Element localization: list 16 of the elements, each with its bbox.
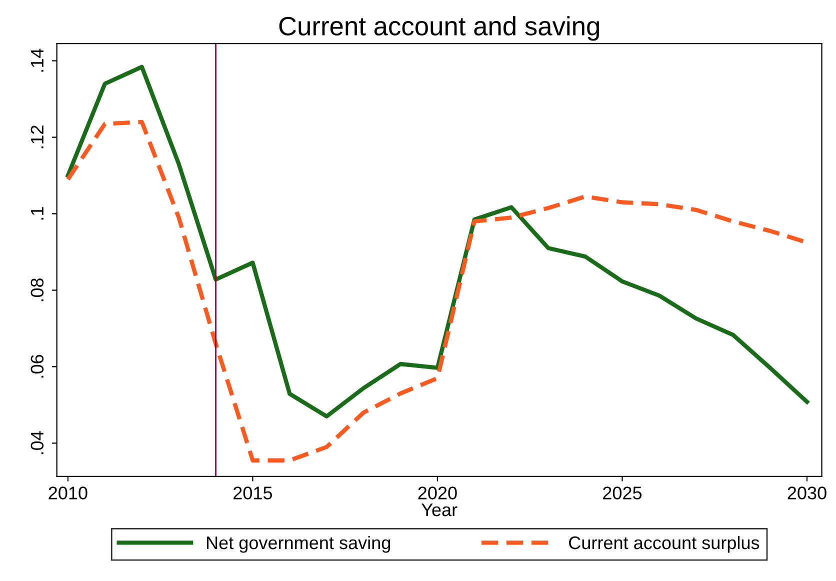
y-tick-label: .14 [30,48,44,72]
x-tick-label: 2015 [234,486,272,500]
x-tick-label: 2020 [418,486,457,500]
x-tick-label: 2025 [603,486,642,500]
legend-label: Net government saving [207,536,390,553]
y-tick-label: .12 [30,126,44,148]
x-axis-title: Year [421,504,458,516]
legend-label: Current account surplus [569,536,760,553]
y-tick-label: .04 [30,431,44,454]
chart-title: Current account and saving [279,16,599,41]
x-tick-label: 2010 [48,486,88,500]
line-series [66,64,810,418]
y-tick-label: .06 [30,354,44,378]
y-tick-label: .08 [30,278,44,302]
y-tick-label: .1 [30,207,44,220]
x-tick-label: 2030 [788,486,826,500]
